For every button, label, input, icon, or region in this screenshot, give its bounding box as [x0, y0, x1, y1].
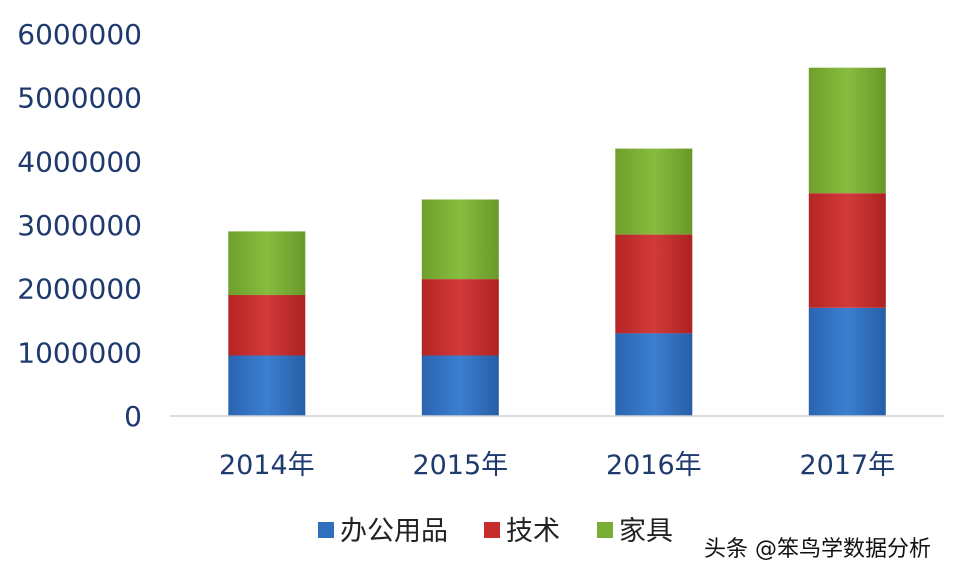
bar-segment	[421, 279, 499, 356]
x-tick-label: 2015年	[412, 450, 508, 481]
bar-segment	[228, 231, 306, 296]
legend-label: 技术	[506, 516, 560, 547]
x-tick-label: 2016年	[606, 450, 702, 481]
bar-segment	[421, 355, 499, 416]
bar-segment	[615, 333, 693, 416]
legend-swatch	[597, 522, 613, 538]
x-axis: 2014年 2015年 2016年 2017年	[219, 450, 895, 481]
legend: 办公用品 技术 家具	[318, 516, 673, 547]
bar-segment	[808, 193, 886, 308]
y-tick-label: 5000000	[17, 82, 142, 115]
y-tick-label: 4000000	[17, 145, 142, 178]
y-tick-label: 6000000	[17, 18, 142, 51]
legend-swatch	[318, 522, 334, 538]
bar-segment	[228, 295, 306, 356]
x-tick-label: 2017年	[799, 450, 895, 481]
watermark-text: 头条 @笨鸟学数据分析	[704, 537, 931, 562]
bar-segment	[615, 148, 693, 235]
y-axis: 0 1000000 2000000 3000000 4000000 5000000 6000…	[17, 18, 142, 433]
bar-segment	[808, 67, 886, 194]
bar-segment	[421, 199, 499, 280]
y-tick-label: 3000000	[17, 209, 142, 242]
legend-label: 家具	[619, 516, 673, 547]
bar-segment	[228, 355, 306, 416]
x-tick-label: 2014年	[219, 450, 315, 481]
legend-label: 办公用品	[340, 516, 448, 547]
bars	[228, 67, 886, 416]
y-tick-label: 2000000	[17, 273, 142, 306]
y-tick-label: 1000000	[17, 336, 142, 369]
bar-segment	[615, 234, 693, 334]
bar-segment	[808, 307, 886, 416]
legend-swatch	[484, 522, 500, 538]
y-tick-label: 0	[124, 400, 142, 433]
